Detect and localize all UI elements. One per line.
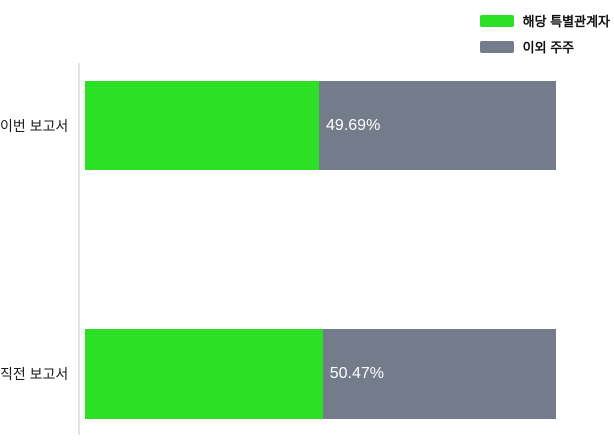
value-label-current: 49.69% bbox=[326, 116, 381, 134]
bar-segment-special-previous bbox=[85, 329, 323, 419]
legend-label-others: 이외 주주 bbox=[522, 40, 575, 55]
value-label-previous: 50.47% bbox=[329, 365, 384, 382]
bar-row-previous-report: 직전 보고서 50.47% bbox=[0, 329, 614, 419]
legend-swatch-special-icon bbox=[479, 14, 514, 27]
stacked-bar-current: 49.69% bbox=[85, 81, 556, 170]
bar-segment-special-current bbox=[85, 81, 320, 170]
legend-item-special: 해당 특별관계자 bbox=[479, 11, 610, 30]
stacked-bar-previous: 50.47% bbox=[85, 329, 556, 419]
category-label-previous: 직전 보고서 bbox=[0, 366, 69, 382]
legend-swatch-others-icon bbox=[479, 40, 514, 53]
legend-label-special: 해당 특별관계자 bbox=[522, 14, 610, 29]
bar-segment-others-previous: 50.47% bbox=[322, 329, 556, 419]
bar-row-current-report: 이번 보고서 49.69% bbox=[0, 81, 614, 170]
bar-segment-others-current: 49.69% bbox=[319, 81, 556, 170]
category-label-current: 이번 보고서 bbox=[0, 117, 69, 134]
y-axis-line bbox=[78, 63, 80, 435]
legend-item-others: 이외 주주 bbox=[479, 37, 610, 56]
legend: 해당 특별관계자 이외 주주 bbox=[479, 11, 610, 56]
